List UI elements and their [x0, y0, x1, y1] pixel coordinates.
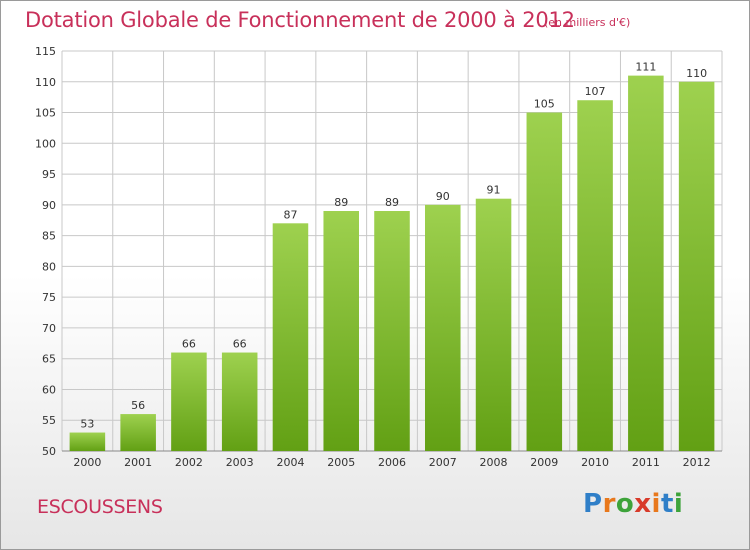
x-tick-label: 2006	[378, 456, 406, 469]
y-tick-label: 70	[42, 322, 56, 335]
y-tick-label: 65	[42, 353, 56, 366]
x-tick-label: 2009	[530, 456, 558, 469]
x-tick-label: 2000	[73, 456, 101, 469]
x-tick-label: 2012	[683, 456, 711, 469]
value-label: 105	[534, 98, 555, 111]
bar-2004[interactable]	[272, 223, 309, 451]
bar-2007[interactable]	[425, 204, 461, 451]
y-tick-label: 50	[42, 445, 56, 458]
y-tick-label: 95	[42, 168, 56, 181]
bar-2006[interactable]	[374, 211, 410, 451]
bar-2005[interactable]	[323, 211, 359, 451]
y-tick-label: 100	[35, 137, 56, 150]
logo-letter: P	[583, 489, 603, 519]
x-tick-label: 2003	[226, 456, 254, 469]
logo-letter: i	[673, 489, 684, 519]
value-label: 66	[182, 338, 196, 351]
y-tick-label: 75	[42, 291, 56, 304]
bar-2002[interactable]	[171, 352, 207, 451]
logo-letter: o	[615, 489, 635, 519]
bar-2008[interactable]	[475, 198, 512, 451]
chart-title: Dotation Globale de Fonctionnement de 20…	[25, 8, 575, 32]
bar-2009[interactable]	[526, 112, 563, 452]
label-layer: 53 2000 56 2001 66 2002 66 2003 87 2004 89 2005 89 20…	[73, 61, 710, 469]
bar-2001[interactable]	[120, 414, 156, 451]
value-label: 56	[131, 399, 145, 412]
logo-letter: x	[634, 489, 652, 519]
logo-letter: r	[602, 489, 616, 519]
x-tick-label: 2010	[581, 456, 609, 469]
value-label: 91	[487, 184, 501, 197]
y-tick-label: 60	[42, 383, 56, 396]
y-tick-label: 80	[42, 260, 56, 273]
x-tick-label: 2008	[480, 456, 508, 469]
logo-letter: t	[660, 489, 674, 519]
value-label: 87	[283, 208, 297, 221]
y-tick-label: 115	[35, 45, 56, 58]
bar-2010[interactable]	[577, 100, 613, 451]
value-label: 66	[233, 338, 247, 351]
bar-2000[interactable]	[69, 432, 106, 451]
x-tick-label: 2005	[327, 456, 355, 469]
bar-2011[interactable]	[628, 75, 664, 451]
y-tick-label: 85	[42, 230, 56, 243]
value-label: 90	[436, 190, 450, 203]
value-label: 110	[686, 67, 707, 80]
y-tick-label: 55	[42, 414, 56, 427]
y-tick-label: 110	[35, 76, 56, 89]
x-tick-label: 2007	[429, 456, 457, 469]
bar-layer	[69, 75, 715, 452]
x-tick-label: 2004	[276, 456, 304, 469]
logo-letter: i	[651, 489, 661, 519]
value-label: 89	[334, 196, 348, 209]
value-label: 53	[80, 418, 94, 431]
bar-2012[interactable]	[678, 81, 715, 452]
chart-unit: (en milliers d'€)	[544, 16, 631, 29]
town-name: ESCOUSSENS	[37, 496, 163, 518]
x-tick-label: 2002	[175, 456, 203, 469]
y-tick-label: 105	[35, 107, 56, 120]
bar-2003[interactable]	[221, 352, 258, 451]
value-label: 107	[585, 85, 606, 98]
x-tick-label: 2011	[632, 456, 660, 469]
x-tick-label: 2001	[124, 456, 152, 469]
value-label: 89	[385, 196, 399, 209]
value-label: 111	[635, 61, 656, 74]
y-tick-label: 90	[42, 199, 56, 212]
proxiti-logo[interactable]: Proxiti	[583, 489, 683, 519]
